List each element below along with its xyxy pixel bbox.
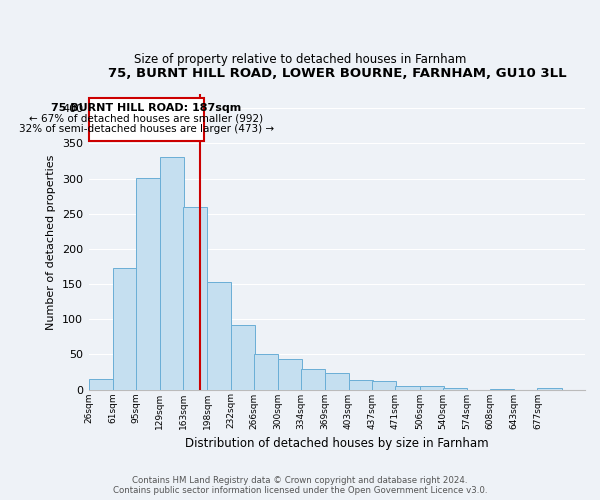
Bar	[254, 354, 278, 390]
Bar	[325, 374, 349, 390]
Bar	[419, 386, 443, 390]
Bar	[301, 369, 325, 390]
Bar	[538, 388, 562, 390]
Bar	[89, 379, 113, 390]
Text: Size of property relative to detached houses in Farnham: Size of property relative to detached ho…	[134, 52, 466, 66]
X-axis label: Distribution of detached houses by size in Farnham: Distribution of detached houses by size …	[185, 437, 488, 450]
Bar	[207, 282, 232, 390]
Title: 75, BURNT HILL ROAD, LOWER BOURNE, FARNHAM, GU10 3LL: 75, BURNT HILL ROAD, LOWER BOURNE, FARNH…	[107, 68, 566, 80]
Bar	[443, 388, 467, 390]
Bar	[230, 325, 255, 390]
Text: 32% of semi-detached houses are larger (473) →: 32% of semi-detached houses are larger (…	[19, 124, 274, 134]
Bar	[113, 268, 137, 390]
Bar	[278, 360, 302, 390]
Bar	[183, 208, 207, 390]
Text: 75 BURNT HILL ROAD: 187sqm: 75 BURNT HILL ROAD: 187sqm	[51, 104, 241, 114]
Y-axis label: Number of detached properties: Number of detached properties	[46, 154, 56, 330]
Bar	[160, 158, 184, 390]
FancyBboxPatch shape	[89, 98, 204, 142]
Bar	[136, 178, 160, 390]
Text: Contains HM Land Registry data © Crown copyright and database right 2024.
Contai: Contains HM Land Registry data © Crown c…	[113, 476, 487, 495]
Bar	[490, 389, 514, 390]
Text: ← 67% of detached houses are smaller (992): ← 67% of detached houses are smaller (99…	[29, 114, 263, 124]
Bar	[372, 381, 396, 390]
Bar	[395, 386, 419, 390]
Bar	[349, 380, 373, 390]
